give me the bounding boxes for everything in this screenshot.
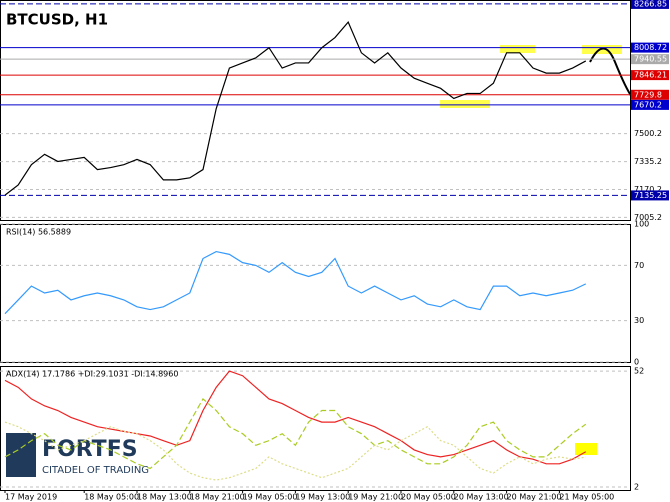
y-tick-label: 7500.2 <box>634 129 662 138</box>
series-line <box>4 250 587 315</box>
level-tag <box>631 42 669 53</box>
level-tag <box>631 54 669 65</box>
y-tick-label: 70 <box>634 261 644 270</box>
x-tick-label: 19 May 21:00 <box>348 493 403 502</box>
rsi-frame <box>0 224 631 363</box>
y-tick-label: 30 <box>634 316 644 325</box>
x-tick-label: 18 May 05:00 <box>84 493 139 502</box>
y-tick-label: 7170.2 <box>634 185 662 194</box>
x-tick-label: 20 May 05:00 <box>401 493 456 502</box>
logo-mark <box>6 433 36 477</box>
x-tick-label: 17 May 2019 <box>5 493 57 502</box>
level-label: 7670.2 <box>634 100 662 109</box>
y-tick-label: 100 <box>634 220 649 229</box>
x-tick-label: 19 May 05:00 <box>243 493 298 502</box>
x-tick-label: 20 May 21:00 <box>507 493 562 502</box>
series-line <box>4 370 587 465</box>
y-tick-label: 7335.2 <box>634 157 662 166</box>
chart-title: BTCUSD, H1 <box>6 11 108 29</box>
level-label: 7940.55 <box>634 55 667 64</box>
y-tick-label: 2 <box>634 482 639 491</box>
x-tick-label: 21 May 05:00 <box>559 493 614 502</box>
level-label: 8266.85 <box>634 0 667 8</box>
y-tick-label: 0 <box>634 358 639 367</box>
x-tick-label: 19 May 13:00 <box>295 493 350 502</box>
adx-frame <box>0 366 631 491</box>
level-tag <box>631 190 669 201</box>
y-tick-label: 52 <box>634 367 644 376</box>
logo: FORTFS CITADEL OF TRADING <box>6 433 149 477</box>
highlight <box>440 100 490 108</box>
highlight <box>500 45 535 53</box>
logo-tagline: CITADEL OF TRADING <box>42 465 149 476</box>
x-tick-label: 20 May 13:00 <box>454 493 509 502</box>
y-tick-label: 7005.2 <box>634 213 662 222</box>
forecast-arrow <box>589 47 633 98</box>
panel-label: RSI(14) 56.5889 <box>6 228 71 237</box>
level-label: 7135.25 <box>634 191 667 200</box>
level-tag <box>631 89 669 100</box>
x-tick-label: 18 May 21:00 <box>190 493 245 502</box>
panel-label: ADX(14) 17.1786 +DI:29.1031 -DI:14.8960 <box>6 370 178 379</box>
level-tag <box>631 70 669 81</box>
level-label: 8008.72 <box>634 43 667 52</box>
level-label: 7729.8 <box>634 90 662 99</box>
logo-name: FORTFS <box>42 437 138 462</box>
level-tag <box>631 99 669 110</box>
level-label: 7846.21 <box>634 71 667 80</box>
highlight <box>575 443 597 455</box>
level-tag <box>631 0 669 9</box>
series-line <box>4 21 587 196</box>
series-line <box>4 397 587 470</box>
main-frame <box>0 0 631 221</box>
x-tick-label: 18 May 13:00 <box>137 493 192 502</box>
